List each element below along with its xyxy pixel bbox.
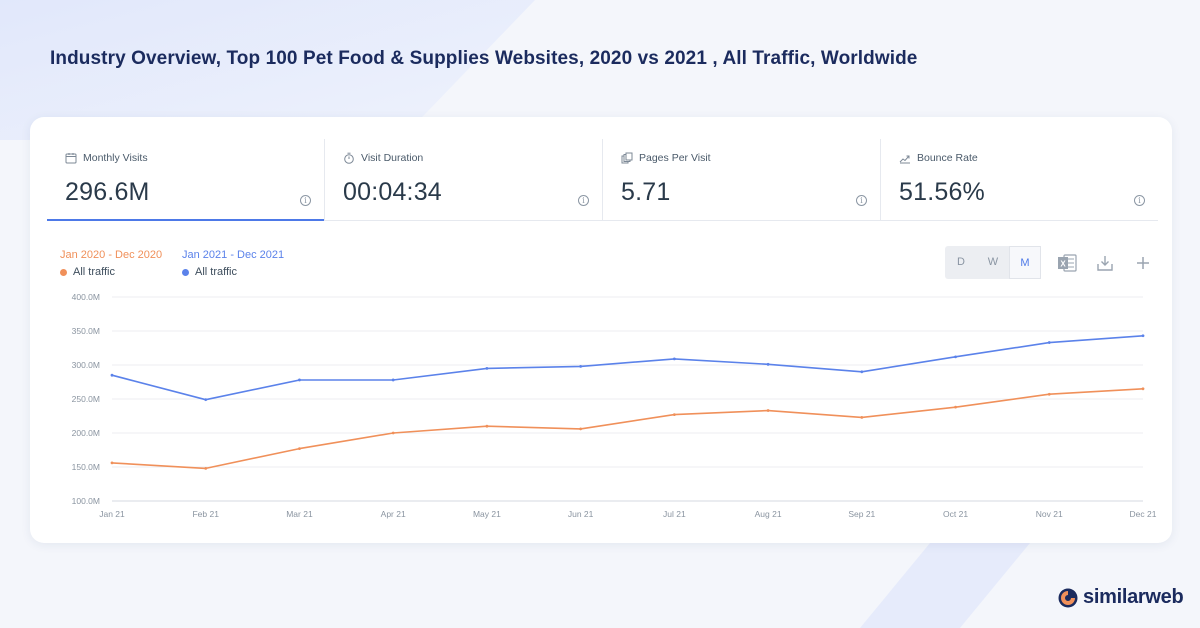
metric-label: Monthly Visits xyxy=(83,152,148,164)
series-line-0[interactable] xyxy=(111,335,1144,401)
metric-label: Visit Duration xyxy=(361,152,424,164)
info-icon[interactable]: i xyxy=(300,195,311,206)
excel-icon: X xyxy=(1058,253,1077,272)
trend-icon xyxy=(899,155,910,164)
info-icon[interactable]: i xyxy=(1134,195,1145,206)
data-point[interactable] xyxy=(1141,334,1145,338)
metrics-row: Monthly Visits 296.6M i Visit Duration 0… xyxy=(47,139,1158,221)
data-point[interactable] xyxy=(954,355,957,359)
overview-card: Monthly Visits 296.6M i Visit Duration 0… xyxy=(30,117,1172,543)
similarweb-logo-icon xyxy=(1058,588,1078,607)
download-button[interactable] xyxy=(1093,251,1117,275)
plus-icon xyxy=(1137,256,1149,269)
line-chart: 400.0M 350.0M 300.0M 250.0M 200.0M 150.0M 100.… xyxy=(72,292,1157,519)
legend-dot xyxy=(182,268,189,276)
legend-period: Jan 2021 - Dec 2021 xyxy=(182,249,285,261)
data-point[interactable] xyxy=(298,447,301,451)
data-point[interactable] xyxy=(298,378,301,382)
stopwatch-icon xyxy=(344,152,354,164)
metric-tab-visit-duration[interactable]: Visit Duration 00:04:34 i xyxy=(325,139,603,220)
legend-item-label: All traffic xyxy=(195,266,237,278)
data-point[interactable] xyxy=(672,357,676,361)
granularity-week-button[interactable]: W xyxy=(987,256,999,268)
data-point[interactable] xyxy=(110,373,114,377)
metric-label: Pages Per Visit xyxy=(639,152,711,164)
y-tick-label: 200.0M xyxy=(72,428,100,438)
x-tick-label: Nov 21 xyxy=(1036,509,1063,519)
metric-value: 296.6M xyxy=(65,178,150,206)
x-tick-label: Dec 21 xyxy=(1130,509,1157,519)
data-point[interactable] xyxy=(766,362,770,366)
data-point[interactable] xyxy=(766,409,770,412)
x-tick-label: Feb 21 xyxy=(192,509,219,519)
x-tick-label: Mar 21 xyxy=(286,509,313,519)
y-tick-label: 300.0M xyxy=(72,360,100,370)
data-point[interactable] xyxy=(485,424,489,428)
x-tick-label: Aug 21 xyxy=(755,509,782,519)
data-point[interactable] xyxy=(954,405,957,409)
data-point[interactable] xyxy=(204,466,208,470)
x-tick-label: May 21 xyxy=(473,509,501,519)
metric-tab-monthly-visits[interactable]: Monthly Visits 296.6M i xyxy=(47,139,325,221)
brand-name: similarweb xyxy=(1083,586,1184,608)
data-point[interactable] xyxy=(204,398,208,402)
similarweb-logo: similarweb xyxy=(1058,586,1184,609)
metric-value: 51.56% xyxy=(899,178,985,206)
metric-tab-bounce-rate[interactable]: Bounce Rate 51.56% i xyxy=(881,139,1158,220)
granularity-switch: D W M xyxy=(945,246,1041,279)
chart-toolbar: D W M X xyxy=(945,246,1155,279)
calendar-icon xyxy=(65,153,77,164)
x-tick-label: Sep 21 xyxy=(848,509,875,519)
data-point[interactable] xyxy=(1141,387,1145,391)
data-point[interactable] xyxy=(860,370,864,374)
excel-export-button[interactable]: X xyxy=(1055,251,1079,275)
legend-group-2021[interactable]: Jan 2021 - Dec 2021 All traffic xyxy=(182,249,284,278)
metric-value: 5.71 xyxy=(621,178,671,206)
pages-icon xyxy=(621,152,633,164)
info-icon[interactable]: i xyxy=(856,195,867,206)
metric-value: 00:04:34 xyxy=(343,178,442,206)
data-point[interactable] xyxy=(672,413,676,417)
data-point[interactable] xyxy=(110,461,114,465)
data-point[interactable] xyxy=(391,431,395,435)
data-point[interactable] xyxy=(579,427,583,431)
x-tick-label: Jan 21 xyxy=(99,509,125,519)
x-tick-label: Jul 21 xyxy=(663,509,686,519)
granularity-month-button[interactable]: M xyxy=(1009,246,1041,279)
legend-item-label: All traffic xyxy=(73,266,115,278)
data-point[interactable] xyxy=(579,364,583,368)
data-point[interactable] xyxy=(860,415,864,419)
y-tick-label: 400.0M xyxy=(72,292,100,302)
series-line-1[interactable] xyxy=(111,388,1144,470)
y-tick-label: 100.0M xyxy=(72,496,100,506)
info-icon[interactable]: i xyxy=(578,195,589,206)
x-tick-label: Oct 21 xyxy=(943,509,968,519)
granularity-day-button[interactable]: D xyxy=(957,256,965,268)
add-button[interactable] xyxy=(1131,251,1155,275)
data-point[interactable] xyxy=(1047,341,1051,344)
y-tick-label: 350.0M xyxy=(72,326,100,336)
legend-period: Jan 2020 - Dec 2020 xyxy=(60,249,163,261)
legend-group-2020[interactable]: Jan 2020 - Dec 2020 All traffic xyxy=(60,249,162,278)
legend-dot xyxy=(60,268,67,276)
data-point[interactable] xyxy=(391,378,395,382)
x-tick-label: Apr 21 xyxy=(381,509,406,519)
metric-label: Bounce Rate xyxy=(917,152,978,164)
y-tick-label: 250.0M xyxy=(72,394,100,404)
x-tick-label: Jun 21 xyxy=(568,509,594,519)
page-title: Industry Overview, Top 100 Pet Food & Su… xyxy=(50,48,918,69)
data-point[interactable] xyxy=(1047,392,1051,396)
data-point[interactable] xyxy=(485,367,489,370)
download-icon xyxy=(1097,255,1113,271)
svg-text:X: X xyxy=(1060,259,1066,268)
y-tick-label: 150.0M xyxy=(72,462,100,472)
metric-tab-pages-per-visit[interactable]: Pages Per Visit 5.71 i xyxy=(603,139,881,220)
